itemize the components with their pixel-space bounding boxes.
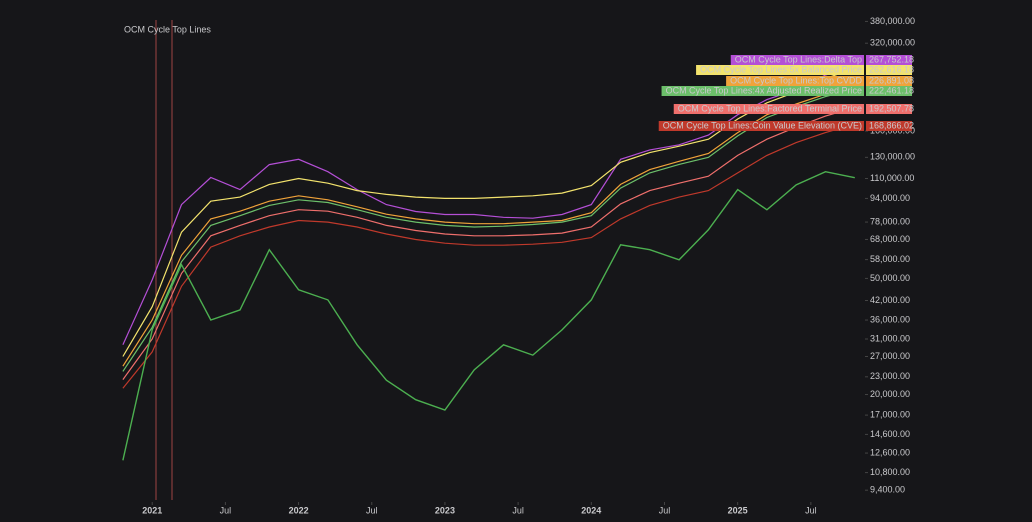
y-tick-label: 23,000.00 bbox=[870, 371, 910, 381]
x-tick-label: 2023 bbox=[435, 505, 455, 515]
indicator-line bbox=[122, 65, 855, 346]
legend-label: OCM Cycle Top Lines:Delta Top bbox=[735, 54, 862, 64]
y-tick-label: 9,400.00 bbox=[870, 485, 905, 495]
value-label: 222,461.18 bbox=[869, 85, 914, 95]
x-tick-label: 2025 bbox=[728, 505, 748, 515]
legend-box bbox=[730, 55, 864, 65]
value-box bbox=[866, 104, 912, 114]
value-label: 192,507.78 bbox=[869, 103, 914, 113]
legend-label: OCM Cycle Top Lines:Factored Terminal Pr… bbox=[678, 103, 862, 113]
legend-label: OCM Cycle Top Lines:5x Balanced Price bbox=[700, 64, 862, 74]
value-box bbox=[866, 121, 912, 131]
y-tick-label: 14,600.00 bbox=[870, 429, 910, 439]
y-tick-label: 68,000.00 bbox=[870, 234, 910, 244]
indicator-line bbox=[122, 123, 855, 389]
legend-box bbox=[673, 104, 864, 114]
y-tick-label: 20,000.00 bbox=[870, 389, 910, 399]
value-box bbox=[866, 65, 912, 75]
x-tick-label: 2024 bbox=[581, 505, 601, 515]
y-tick-label: 42,000.00 bbox=[870, 295, 910, 305]
y-tick-label: 27,000.00 bbox=[870, 351, 910, 361]
y-tick-label: 12,600.00 bbox=[870, 447, 910, 457]
y-tick-label: 380,000.00 bbox=[870, 16, 915, 26]
y-tick-label: 130,000.00 bbox=[870, 152, 915, 162]
legend-box bbox=[696, 65, 864, 75]
y-tick-label: 58,000.00 bbox=[870, 254, 910, 264]
value-label: 168,866.02 bbox=[869, 120, 914, 130]
y-tick-label: 17,000.00 bbox=[870, 409, 910, 419]
x-tick-label: Jul bbox=[220, 505, 232, 515]
y-tick-label: 320,000.00 bbox=[870, 38, 915, 48]
value-label: 262,616.18 bbox=[869, 64, 914, 74]
x-tick-label: Jul bbox=[512, 505, 524, 515]
x-tick-label: Jul bbox=[659, 505, 671, 515]
value-box bbox=[866, 86, 912, 96]
x-tick-label: 2021 bbox=[142, 505, 162, 515]
y-tick-label: 78,000.00 bbox=[870, 216, 910, 226]
y-tick-label: 50,000.00 bbox=[870, 273, 910, 283]
y-tick-label: 110,000.00 bbox=[870, 173, 914, 183]
y-tick-label: 94,000.00 bbox=[870, 193, 910, 203]
chart-title: OCM Cycle Top Lines bbox=[124, 24, 211, 34]
legend-box bbox=[726, 76, 864, 86]
legend-label: OCM Cycle Top Lines:Coin Value Elevation… bbox=[663, 120, 862, 130]
price-line bbox=[122, 170, 855, 461]
legend-box bbox=[661, 86, 864, 96]
x-tick-label: Jul bbox=[805, 505, 817, 515]
indicator-line bbox=[122, 86, 855, 367]
x-tick-label: Jul bbox=[366, 505, 378, 515]
indicator-line bbox=[122, 107, 855, 380]
y-tick-label: 36,000.00 bbox=[870, 314, 910, 324]
y-tick-label: 10,800.00 bbox=[870, 467, 910, 477]
value-label: 267,752.18 bbox=[869, 54, 914, 64]
legend-label: OCM Cycle Top Lines:Top CVDD bbox=[730, 75, 862, 85]
y-tick-label: 31,000.00 bbox=[870, 333, 910, 343]
legend-label: OCM Cycle Top Lines:4x Adjusted Realized… bbox=[666, 85, 862, 95]
x-tick-label: 2022 bbox=[289, 505, 309, 515]
indicator-line bbox=[122, 88, 855, 372]
value-box bbox=[866, 76, 912, 86]
value-box bbox=[866, 55, 912, 65]
legend-box bbox=[658, 121, 864, 131]
value-label: 226,891.08 bbox=[869, 75, 914, 85]
